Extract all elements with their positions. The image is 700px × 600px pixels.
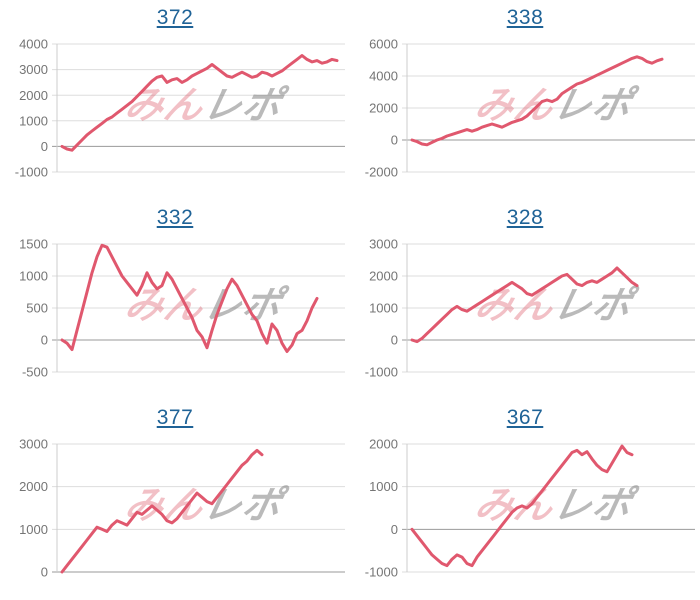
line-chart: -1000 0 1000 2000 みんレポ (365, 437, 695, 580)
y-tick-label: 1000 (369, 479, 398, 494)
y-tick-label: 2000 (369, 437, 398, 452)
y-tick-label: -500 (22, 365, 48, 380)
chart-title: 377 (0, 406, 350, 430)
chart-title-link[interactable]: 328 (506, 206, 544, 229)
y-tick-label: 2000 (19, 479, 48, 494)
minrepo-watermark: みんレポ (471, 284, 640, 327)
minrepo-watermark: みんレポ (121, 484, 290, 527)
y-tick-label: 4000 (19, 37, 48, 52)
y-tick-label: 3000 (19, 62, 48, 77)
chart-title: 367 (350, 406, 700, 430)
series-line (60, 448, 264, 574)
chart-cell: 328 -1000 0 1000 2000 3000 みんレポ (350, 200, 700, 400)
y-tick-label: -1000 (365, 365, 398, 380)
y-tick-label: 0 (41, 139, 48, 154)
chart-cell: 377 0 1000 2000 3000 みんレポ (0, 400, 350, 600)
chart-title-link[interactable]: 332 (156, 206, 194, 229)
series-line (410, 444, 634, 568)
y-tick-label: 3000 (19, 437, 48, 452)
minrepo-watermark: みんレポ (121, 84, 290, 127)
y-tick-label: -1000 (15, 165, 48, 180)
y-tick-label: 3000 (369, 237, 398, 252)
series-line (410, 55, 664, 147)
y-tick-label: 0 (41, 565, 48, 580)
chart-cell: 367 -1000 0 1000 2000 みんレポ (350, 400, 700, 600)
y-tick-label: 4000 (369, 69, 398, 84)
line-chart: -2000 0 2000 4000 6000 みんレポ (365, 37, 695, 180)
chart-title-link[interactable]: 338 (506, 6, 544, 29)
y-tick-label: -2000 (365, 165, 398, 180)
chart-title-link[interactable]: 372 (156, 6, 194, 29)
chart-title: 372 (0, 6, 350, 30)
y-tick-label: 0 (391, 522, 398, 537)
series-line (410, 266, 639, 344)
y-tick-label: 1000 (19, 113, 48, 128)
minrepo-watermark: みんレポ (121, 284, 290, 327)
y-tick-label: 6000 (369, 37, 398, 52)
chart-title: 332 (0, 206, 350, 230)
y-tick-label: 1000 (19, 522, 48, 537)
chart-title-link[interactable]: 377 (156, 406, 194, 429)
chart-title-link[interactable]: 367 (506, 406, 544, 429)
y-tick-label: 0 (391, 333, 398, 348)
line-chart: -500 0 500 1000 1500 みんレポ (19, 237, 345, 380)
line-chart: -1000 0 1000 2000 3000 4000 みんレポ (15, 37, 345, 180)
y-tick-label: -1000 (365, 565, 398, 580)
line-chart: -1000 0 1000 2000 3000 みんレポ (365, 237, 695, 380)
y-tick-label: 0 (41, 333, 48, 348)
y-tick-label: 2000 (369, 101, 398, 116)
minrepo-watermark: みんレポ (471, 484, 640, 527)
chart-cell: 338 -2000 0 2000 4000 6000 みんレポ (350, 0, 700, 200)
y-tick-label: 2000 (19, 88, 48, 103)
series-line (60, 243, 319, 353)
y-tick-label: 0 (391, 133, 398, 148)
y-tick-label: 1000 (369, 301, 398, 316)
chart-title: 328 (350, 206, 700, 230)
line-chart: 0 1000 2000 3000 みんレポ (19, 437, 345, 580)
y-tick-label: 1500 (19, 237, 48, 252)
chart-title: 338 (350, 6, 700, 30)
y-tick-label: 1000 (19, 269, 48, 284)
chart-cell: 332 -500 0 500 1000 1500 みんレポ (0, 200, 350, 400)
y-tick-label: 2000 (369, 269, 398, 284)
y-tick-label: 500 (26, 301, 48, 316)
series-line (60, 54, 339, 152)
chart-cell: 372 -1000 0 1000 2000 3000 4000 みんレポ (0, 0, 350, 200)
minrepo-watermark: みんレポ (471, 84, 640, 127)
